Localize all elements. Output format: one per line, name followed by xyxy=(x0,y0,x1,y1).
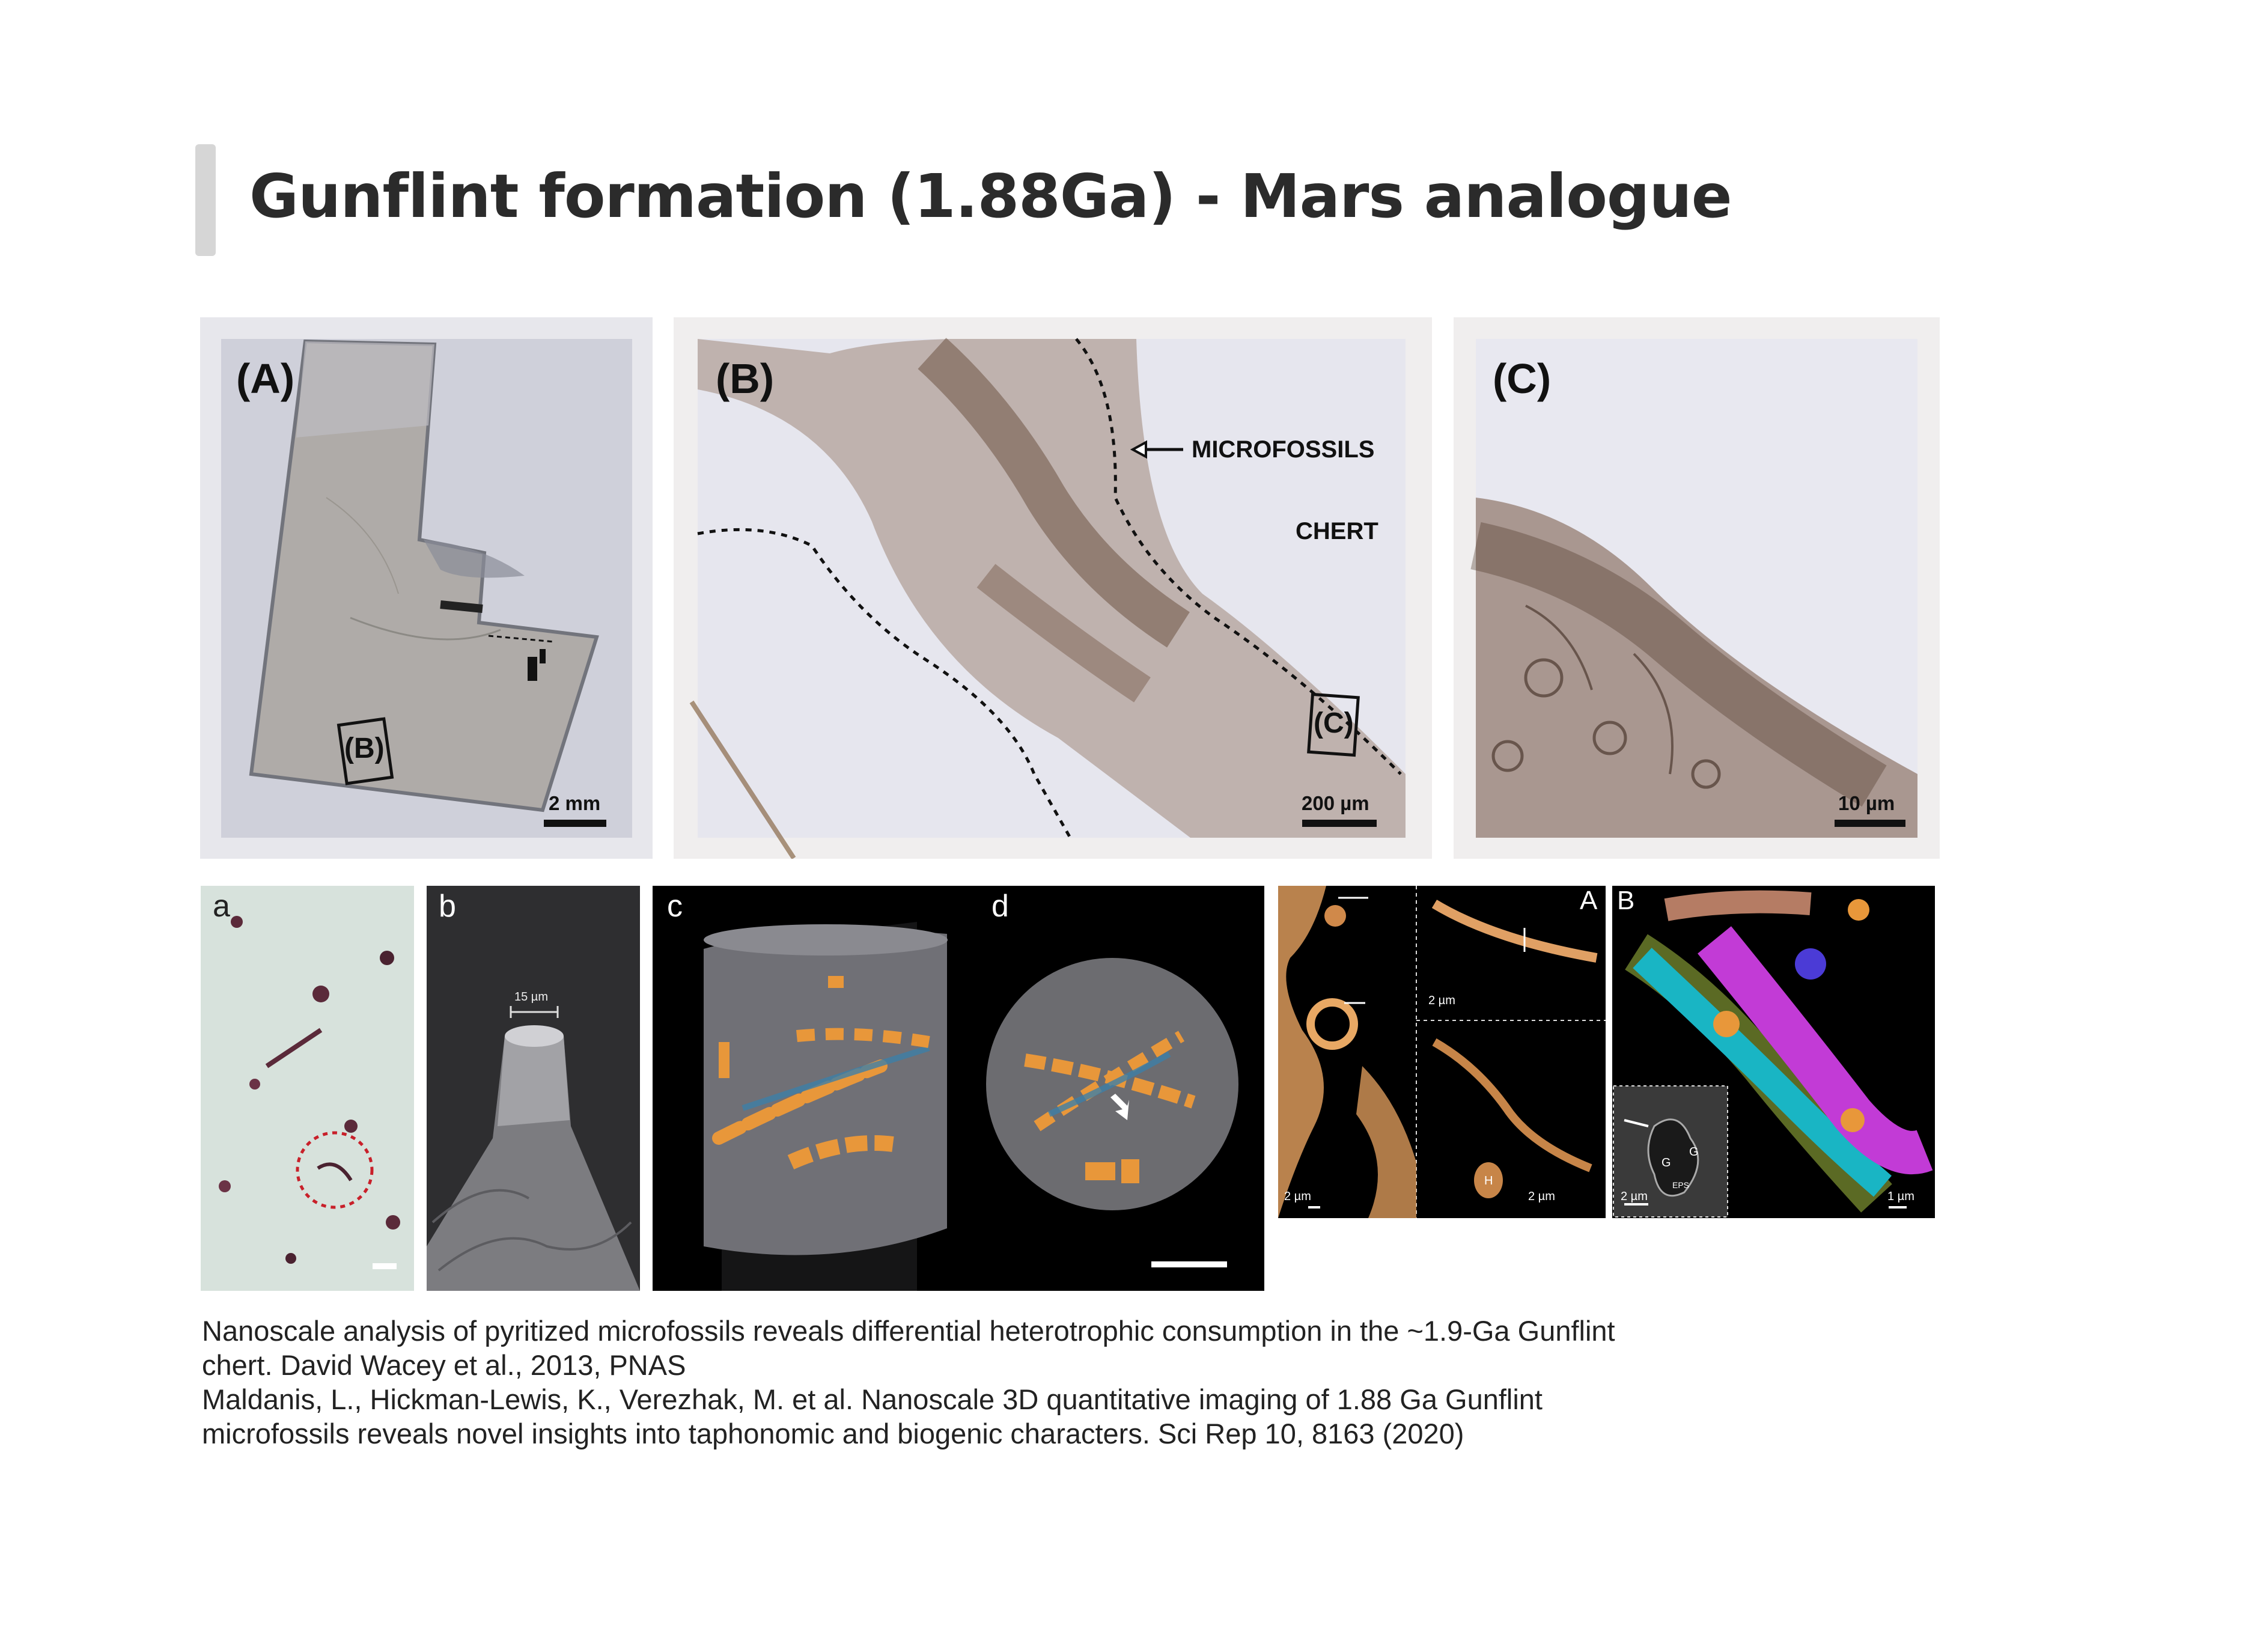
annotation-microfossils: MICROFOSSILS xyxy=(1192,436,1375,463)
tomography-3d-illustration xyxy=(704,922,1238,1291)
caption-line-4: microfossils reveals novel insights into… xyxy=(202,1418,1464,1449)
annotation-chert: CHERT xyxy=(1296,518,1378,544)
scale-bar xyxy=(544,820,606,827)
panel-b-lower-label: b xyxy=(439,889,456,924)
scale-label-15um: 15 µm xyxy=(514,990,548,1004)
panel-a-lower-label: a xyxy=(213,889,230,924)
panel-b-micrograph: (B) MICROFOSSILS CHERT (C) 200 µm xyxy=(674,317,1432,859)
title-accent-bar xyxy=(195,144,216,256)
panel-a-optical: a xyxy=(201,886,414,1291)
marker-eps: EPS xyxy=(1672,1180,1690,1190)
scale-label-2um-4: 2 µm xyxy=(1621,1190,1648,1203)
caption-line-2: chert. David Wacey et al., 2013, PNAS xyxy=(202,1349,686,1381)
scale-label-1um: 1 µm xyxy=(1887,1190,1914,1203)
panel-a-thin-section: (A) (B) 2 mm xyxy=(200,317,653,859)
panel-d-lower-label: d xyxy=(991,889,1009,924)
panel-a-fluorescence: A 2 µm 2 µm 2 µm H xyxy=(1278,886,1606,1218)
marker-g-1: G xyxy=(1689,1145,1699,1159)
fluorescence-filaments-illustration xyxy=(1278,886,1606,1218)
slide-title: Gunflint formation (1.88Ga) - Mars analo… xyxy=(249,161,1732,231)
panel-b-3d-render: B G G EPS 2 µm 1 µm xyxy=(1612,886,1935,1218)
marker-h: H xyxy=(1484,1174,1493,1187)
panel-a-label: (A) xyxy=(236,355,295,402)
3d-filaments-illustration xyxy=(1613,890,1933,1218)
scale-label-2mm: 2 mm xyxy=(549,792,601,814)
filament-cluster-illustration xyxy=(1470,498,1917,838)
panel-b-3d-label: B xyxy=(1617,886,1635,915)
left-arrow-icon xyxy=(1130,440,1183,459)
scale-label-200um: 200 µm xyxy=(1302,792,1369,814)
rock-slice-illustration xyxy=(249,339,599,812)
figure-caption: Nanoscale analysis of pyritized microfos… xyxy=(202,1314,1824,1451)
optical-specks-illustration xyxy=(219,916,400,1269)
scale-label-10um: 10 µm xyxy=(1838,792,1895,814)
marker-g-2: G xyxy=(1661,1156,1671,1169)
scale-bar xyxy=(1302,820,1377,827)
panel-a-fluorescence-label: A xyxy=(1580,886,1598,915)
caption-line-3: Maldanis, L., Hickman-Lewis, K., Verezha… xyxy=(202,1383,1543,1415)
scale-label-2um-3: 2 µm xyxy=(1528,1190,1555,1203)
panel-c-label: (C) xyxy=(1493,355,1552,402)
sem-pillar-illustration xyxy=(427,886,640,1291)
scale-label-2um-2: 2 µm xyxy=(1284,1190,1311,1203)
panel-c-micrograph: (C) 10 µm xyxy=(1454,317,1940,859)
scale-bar xyxy=(1835,820,1905,827)
panel-b-background xyxy=(698,339,1406,838)
panel-b-sem: b 15 µm xyxy=(427,886,640,1291)
microfossil-band-illustration xyxy=(689,338,1406,859)
panel-b-label: (B) xyxy=(716,355,775,402)
inset-label-c: (C) xyxy=(1314,707,1354,739)
panel-cd-tomography: c d xyxy=(653,886,1264,1291)
panel-c-lower-label: c xyxy=(667,889,683,924)
scale-label-2um-1: 2 µm xyxy=(1428,994,1455,1007)
inset-label-b: (B) xyxy=(344,733,385,764)
caption-line-1: Nanoscale analysis of pyritized microfos… xyxy=(202,1315,1615,1347)
